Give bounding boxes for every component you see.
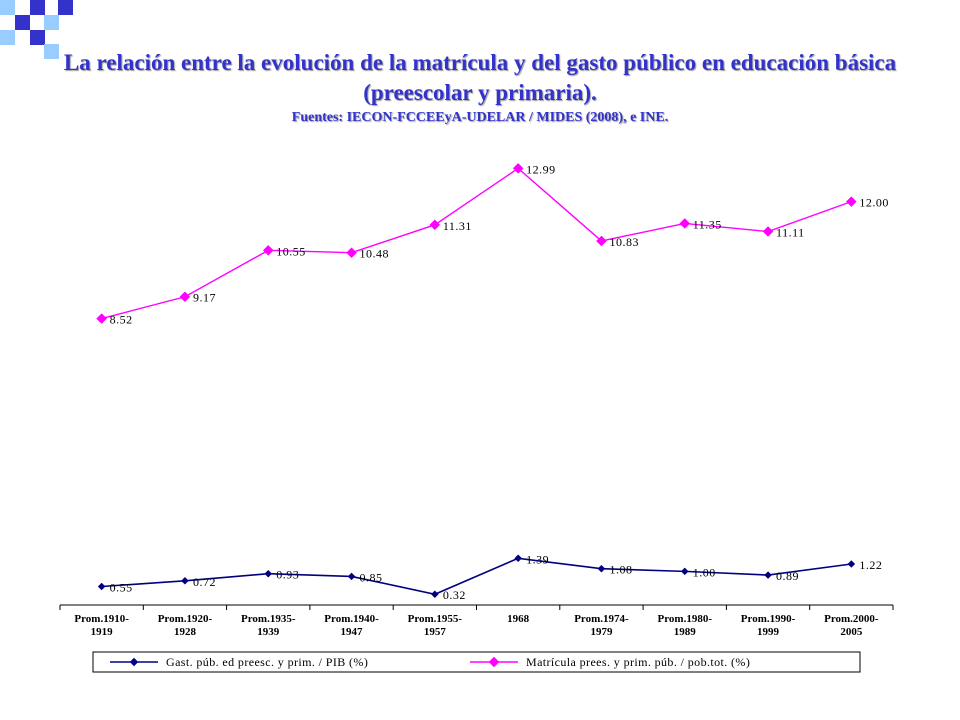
slide-source: Fuentes: IECON-FCCEEyA-UDELAR / MIDES (2… <box>291 110 669 125</box>
x-tick-label-line: 1919 <box>91 626 114 638</box>
slide-title: La relación entre la evolución de la mat… <box>63 50 897 105</box>
x-tick-label: Prom.1920-1928 <box>158 613 213 638</box>
logo-square <box>0 30 15 45</box>
series-2-marker <box>512 162 524 174</box>
series-1-data-label: 0.32 <box>443 588 466 602</box>
x-tick-label-line: Prom.1990- <box>741 613 796 625</box>
series-2-marker <box>96 313 108 324</box>
logo-square <box>0 0 15 15</box>
x-tick-label: Prom.1910-1919 <box>74 613 129 638</box>
series-1-data-label: 1.00 <box>693 565 716 579</box>
series-2-marker <box>262 245 274 256</box>
x-tick-label-line: Prom.1974- <box>574 613 629 625</box>
x-tick-label-line: 1968 <box>507 613 530 625</box>
series-2-marker <box>346 247 357 259</box>
logo-squares <box>0 0 80 60</box>
series-2-marker <box>429 219 441 231</box>
x-tick-label-line: Prom.1920- <box>158 613 213 625</box>
series-1-marker <box>514 554 523 563</box>
x-tick-label: 1968 <box>507 613 530 625</box>
series-1-data-label: 0.89 <box>776 569 799 583</box>
logo-square <box>30 30 45 45</box>
x-tick-label: Prom.1980-1989 <box>658 613 713 638</box>
series-2-data-label: 12.99 <box>526 162 556 176</box>
x-tick-label-line: Prom.1980- <box>658 613 713 625</box>
series-2-data-label: 8.52 <box>110 313 133 327</box>
x-axis: Prom.1910-1919Prom.1920-1928Prom.1935-19… <box>59 604 894 638</box>
series-1-marker <box>764 571 772 579</box>
series-1-data-label: 1.39 <box>526 552 549 566</box>
x-tick-label-line: 1939 <box>257 626 280 638</box>
series-2-data-label: 12.00 <box>859 196 889 210</box>
x-tick-label-line: 1928 <box>174 626 197 638</box>
legend-marker-2 <box>488 656 500 668</box>
x-tick-label: Prom.1940-1947 <box>324 613 379 638</box>
series-2-marker <box>596 235 607 247</box>
series-1-data-label: 0.85 <box>360 570 383 584</box>
slide-header: La relación entre la evolución de la mat… <box>40 48 920 127</box>
series-2-data-label: 10.55 <box>276 244 306 258</box>
series-2-data-label: 11.35 <box>693 217 722 231</box>
x-tick-label-line: 1999 <box>757 626 780 638</box>
series-2-data-label: 10.48 <box>360 247 390 261</box>
logo-square <box>44 15 59 30</box>
series-1-data-label: 0.93 <box>276 568 299 582</box>
x-tick-label-line: 2005 <box>840 626 863 638</box>
series-1-marker <box>430 590 439 599</box>
x-tick-label-line: 1979 <box>590 626 613 638</box>
x-tick-label: Prom.1935-1939 <box>241 613 296 638</box>
legend-label-1: Gast. púb. ed preesc. y prim. / PIB (%) <box>166 655 368 669</box>
logo-square <box>30 0 45 15</box>
data-labels: 0.55 0.72 0.93 0.85 0.32 1.39 1.08 1.00 0.89 1.22… <box>110 162 889 602</box>
series-2-marker <box>845 196 857 207</box>
series-1-marker <box>97 582 106 591</box>
x-tick-label-line: 1957 <box>424 626 447 638</box>
x-tick-label-line: Prom.1935- <box>241 613 296 625</box>
series-line-1 <box>101 557 852 596</box>
x-tick-label-line: Prom.1955- <box>408 613 463 625</box>
series-2-marker <box>679 218 691 229</box>
series-line-2 <box>101 167 852 320</box>
x-tick-label: Prom.1974-1979 <box>574 613 629 638</box>
series-1-data-label: 1.08 <box>609 563 632 577</box>
legend-label-2: Matrícula prees. y prim. púb. / pob.tot.… <box>526 655 750 669</box>
series-1-marker <box>680 567 689 576</box>
series-1-marker <box>847 560 856 568</box>
series-1-marker <box>347 572 356 581</box>
x-tick-label-line: Prom.2000- <box>824 613 879 625</box>
logo-square <box>58 0 73 15</box>
logo-square <box>15 15 30 30</box>
legend-marker-1 <box>129 657 139 667</box>
x-tick-label-line: 1989 <box>674 626 697 638</box>
series-1-marker <box>597 564 606 573</box>
x-tick-label-line: Prom.1910- <box>74 613 129 625</box>
series-1-marker <box>264 569 273 578</box>
series-2-data-label: 11.11 <box>776 226 805 240</box>
series-1-data-label: 0.55 <box>110 581 133 595</box>
logo-square <box>44 44 59 59</box>
series-2-marker <box>762 226 774 237</box>
series-lines <box>101 167 852 596</box>
series-1-data-label: 0.72 <box>193 575 216 589</box>
series-1-data-label: 1.22 <box>859 558 882 572</box>
x-tick-label: Prom.1990-1999 <box>741 613 796 638</box>
series-markers <box>96 162 857 599</box>
x-tick-label: Prom.2000-2005 <box>824 613 879 638</box>
x-tick-label: Prom.1955-1957 <box>408 613 463 638</box>
legend: Gast. púb. ed preesc. y prim. / PIB (%) M… <box>92 651 861 673</box>
series-2-data-label: 9.17 <box>193 291 216 305</box>
x-tick-label-line: Prom.1940- <box>324 613 379 625</box>
series-2-marker <box>179 291 191 303</box>
series-2-data-label: 11.31 <box>443 219 472 233</box>
series-2-data-label: 10.83 <box>609 235 639 249</box>
series-1-marker <box>181 576 189 585</box>
x-tick-label-line: 1947 <box>341 626 364 638</box>
